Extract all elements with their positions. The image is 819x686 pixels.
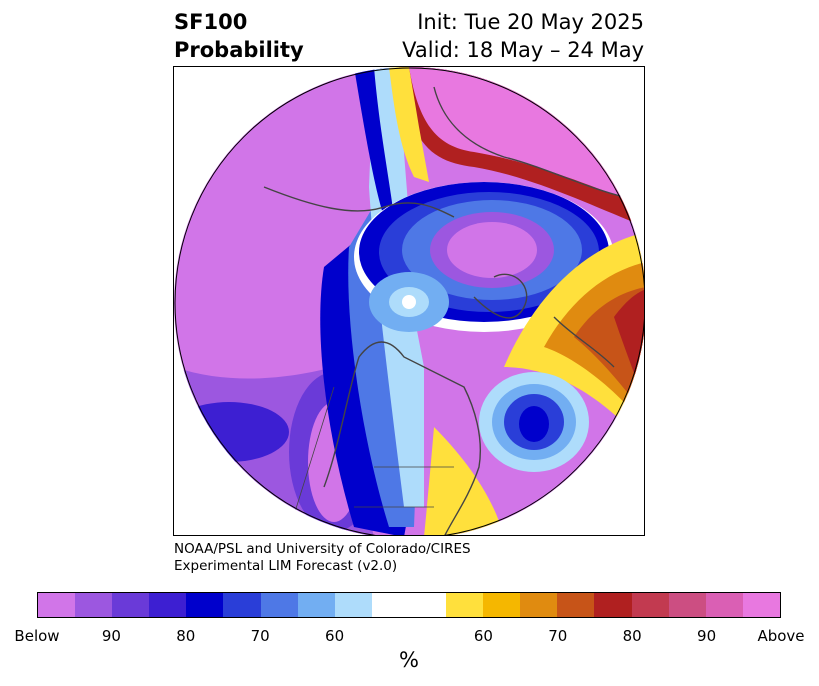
colorbar-swatch bbox=[186, 593, 224, 617]
colorbar-tick-label: Above bbox=[757, 627, 805, 645]
below-core-center bbox=[447, 222, 537, 278]
colorbar-swatch bbox=[631, 593, 669, 617]
colorbar-swatch bbox=[705, 593, 743, 617]
colorbar-swatch bbox=[260, 593, 298, 617]
colorbar-swatch bbox=[297, 593, 335, 617]
colorbar-swatch bbox=[446, 593, 484, 617]
colorbar-tick-label: 60 bbox=[325, 627, 345, 645]
colorbar bbox=[37, 592, 781, 618]
siberia-coast bbox=[263, 186, 455, 218]
colorbar-swatch bbox=[408, 593, 447, 617]
map-title: SF100 Probability bbox=[174, 8, 304, 64]
colorbar-tick-label: 80 bbox=[622, 627, 642, 645]
probability-field bbox=[174, 67, 644, 535]
init-date: Init: Tue 20 May 2025 bbox=[417, 10, 644, 34]
coastlines bbox=[263, 86, 625, 535]
colorbar-tick-label: 90 bbox=[101, 627, 121, 645]
greenland-coast bbox=[473, 273, 528, 319]
north-america-coast bbox=[323, 341, 482, 535]
forecast-dates: Init: Tue 20 May 2025 Valid: 18 May – 24… bbox=[402, 8, 644, 64]
colorbar-swatch bbox=[742, 593, 780, 617]
variable-label: SF100 bbox=[174, 10, 248, 34]
colorbar-tick-label: 70 bbox=[548, 627, 568, 645]
pole-hole bbox=[402, 295, 416, 309]
product-label: Probability bbox=[174, 38, 304, 62]
colorbar-tick-label: 70 bbox=[250, 627, 270, 645]
credit-text: NOAA/PSL and University of Colorado/CIRE… bbox=[174, 541, 471, 575]
map-panel bbox=[173, 66, 645, 536]
colorbar-swatch bbox=[371, 593, 409, 617]
valid-range: Valid: 18 May – 24 May bbox=[402, 38, 644, 62]
colorbar-swatch bbox=[594, 593, 632, 617]
europe-coast bbox=[553, 316, 615, 368]
colorbar-swatch bbox=[112, 593, 150, 617]
map-boundary bbox=[174, 67, 644, 535]
below-core-pacific bbox=[174, 402, 289, 462]
below-atlantic-core bbox=[519, 406, 549, 442]
colorbar-swatch bbox=[557, 593, 595, 617]
colorbar-swatch bbox=[520, 593, 558, 617]
colorbar-tick-label: 90 bbox=[697, 627, 717, 645]
polar-map bbox=[174, 67, 644, 535]
colorbar-tick-label: 80 bbox=[176, 627, 196, 645]
colorbar-units: % bbox=[399, 648, 419, 672]
colorbar-swatch bbox=[75, 593, 113, 617]
credit-line-2: Experimental LIM Forecast (v2.0) bbox=[174, 558, 398, 574]
above-band-yellow-atlantic bbox=[424, 427, 504, 535]
colorbar-tick-label: 60 bbox=[473, 627, 493, 645]
credit-line-1: NOAA/PSL and University of Colorado/CIRE… bbox=[174, 541, 471, 557]
above-band-yellow-north bbox=[389, 67, 429, 182]
colorbar-swatch bbox=[38, 593, 76, 617]
eurasia-coast bbox=[433, 86, 625, 198]
colorbar-swatch bbox=[334, 593, 372, 617]
colorbar-swatch bbox=[223, 593, 261, 617]
colorbar-tick-label: Below bbox=[14, 627, 60, 645]
colorbar-swatch bbox=[483, 593, 521, 617]
colorbar-swatch bbox=[149, 593, 187, 617]
colorbar-swatch bbox=[668, 593, 706, 617]
